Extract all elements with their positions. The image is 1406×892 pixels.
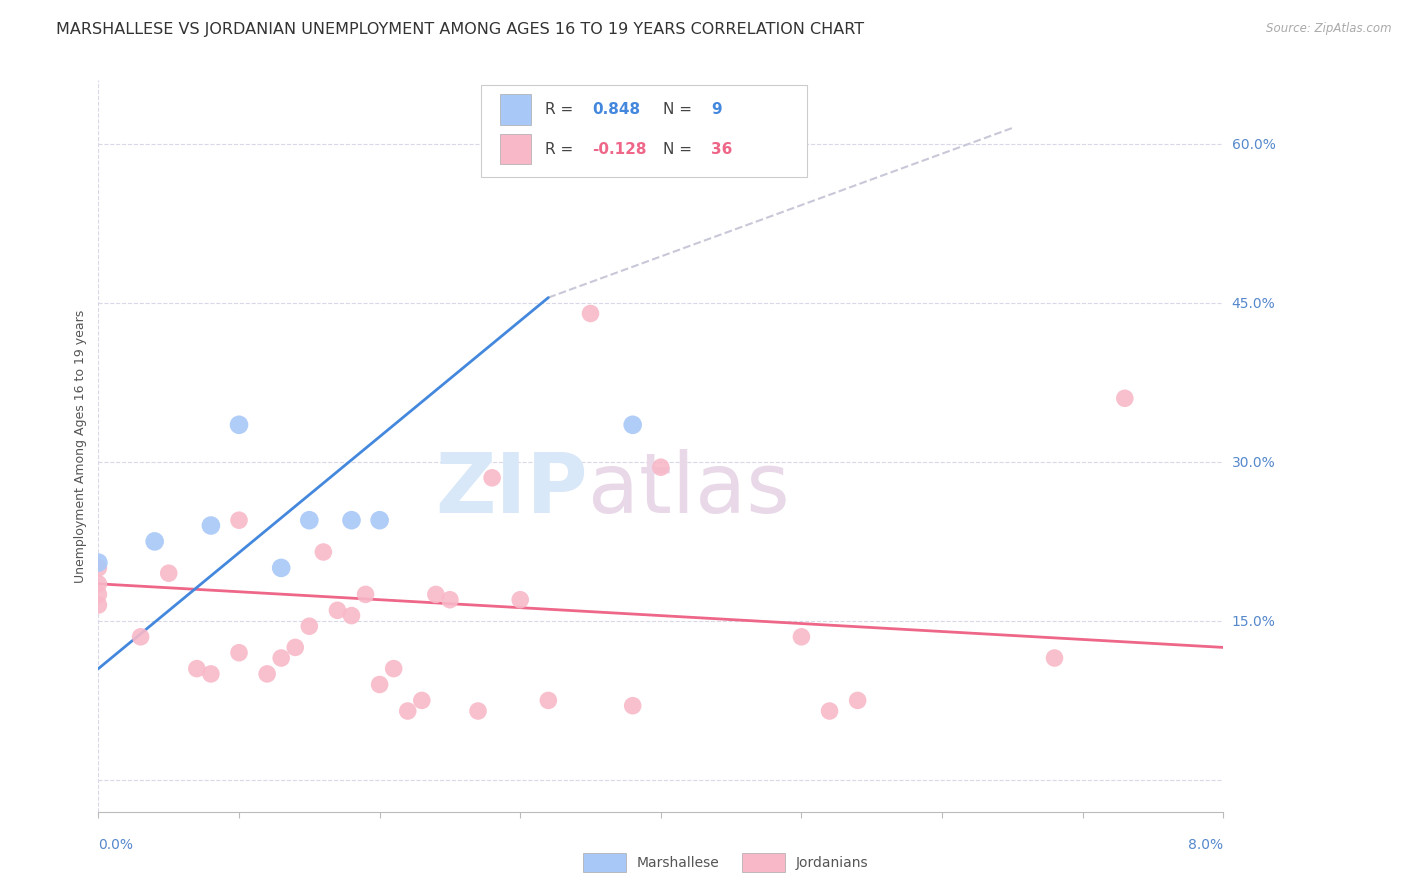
Text: Jordanians: Jordanians	[796, 855, 869, 870]
Point	[621, 417, 644, 432]
Text: 8.0%: 8.0%	[1188, 838, 1223, 852]
Text: Source: ZipAtlas.com: Source: ZipAtlas.com	[1267, 22, 1392, 36]
Point	[200, 667, 222, 681]
Point	[87, 598, 110, 612]
Point	[284, 640, 307, 655]
Point	[200, 518, 222, 533]
Point	[270, 651, 292, 665]
Point	[312, 545, 335, 559]
FancyBboxPatch shape	[481, 86, 807, 177]
Point	[1114, 392, 1136, 406]
Point	[481, 471, 503, 485]
Text: -0.128: -0.128	[592, 142, 647, 156]
Y-axis label: Unemployment Among Ages 16 to 19 years: Unemployment Among Ages 16 to 19 years	[75, 310, 87, 582]
Point	[298, 513, 321, 527]
Point	[411, 693, 433, 707]
Point	[396, 704, 419, 718]
Point	[790, 630, 813, 644]
Point	[425, 587, 447, 601]
Point	[340, 513, 363, 527]
Text: MARSHALLESE VS JORDANIAN UNEMPLOYMENT AMONG AGES 16 TO 19 YEARS CORRELATION CHAR: MARSHALLESE VS JORDANIAN UNEMPLOYMENT AM…	[56, 22, 865, 37]
Point	[228, 646, 250, 660]
Point	[579, 306, 602, 320]
FancyBboxPatch shape	[501, 95, 531, 125]
Point	[509, 592, 531, 607]
Point	[256, 667, 278, 681]
Point	[157, 566, 180, 581]
Point	[87, 561, 110, 575]
Point	[87, 587, 110, 601]
Point	[650, 460, 672, 475]
Point	[368, 677, 391, 691]
Point	[846, 693, 869, 707]
Point	[228, 513, 250, 527]
Point	[228, 417, 250, 432]
Point	[87, 556, 110, 570]
Text: N =: N =	[664, 142, 697, 156]
Point	[467, 704, 489, 718]
Point	[818, 704, 841, 718]
Point	[186, 662, 208, 676]
Point	[340, 608, 363, 623]
Text: 0.0%: 0.0%	[98, 838, 134, 852]
FancyBboxPatch shape	[501, 134, 531, 164]
Text: 9: 9	[711, 102, 723, 117]
Text: 0.848: 0.848	[592, 102, 640, 117]
Text: N =: N =	[664, 102, 697, 117]
Point	[439, 592, 461, 607]
Point	[87, 576, 110, 591]
Text: 36: 36	[711, 142, 733, 156]
Point	[368, 513, 391, 527]
Point	[129, 630, 152, 644]
Text: atlas: atlas	[588, 450, 789, 531]
Point	[382, 662, 405, 676]
Point	[298, 619, 321, 633]
Text: R =: R =	[546, 102, 578, 117]
Point	[537, 693, 560, 707]
Point	[270, 561, 292, 575]
Point	[1043, 651, 1066, 665]
Text: R =: R =	[546, 142, 578, 156]
Point	[326, 603, 349, 617]
Point	[354, 587, 377, 601]
Text: Marshallese: Marshallese	[637, 855, 720, 870]
Text: ZIP: ZIP	[436, 450, 588, 531]
Point	[621, 698, 644, 713]
Point	[143, 534, 166, 549]
